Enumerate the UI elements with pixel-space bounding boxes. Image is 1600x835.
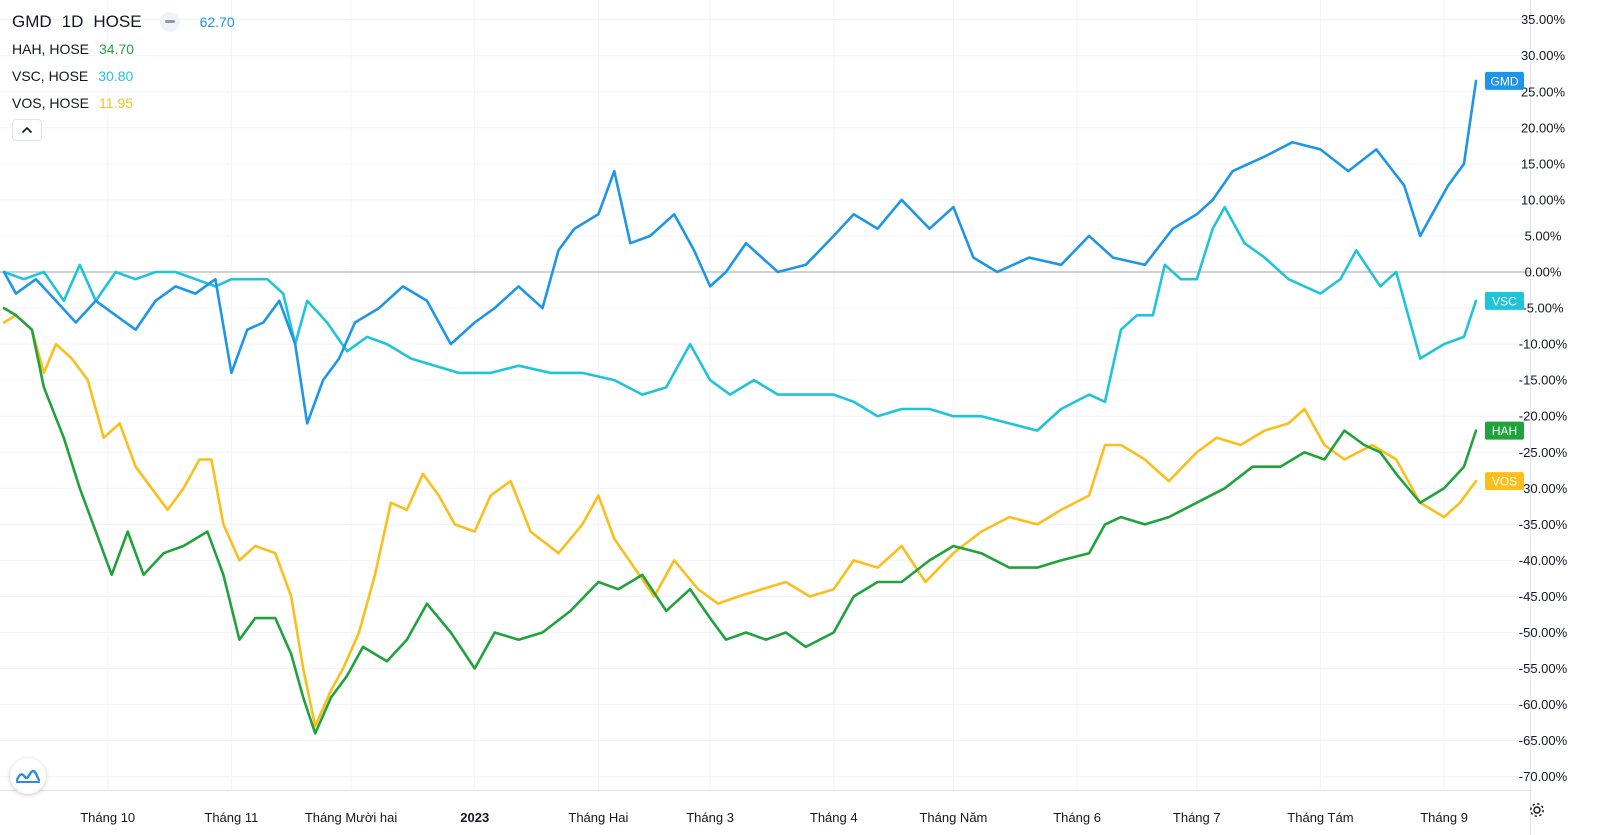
legend-main-row[interactable]: GMD 1D HOSE 62.70 <box>12 8 235 35</box>
legend-exchange: HOSE <box>93 11 142 31</box>
price-tick-label: -70.00% <box>1519 769 1568 784</box>
gear-icon <box>1530 803 1544 817</box>
tradingview-logo-button[interactable] <box>10 758 46 794</box>
tag-label: VSC <box>1492 294 1517 308</box>
series-line-gmd[interactable] <box>2 79 1478 425</box>
price-tick-label: 0.00% <box>1525 265 1562 280</box>
price-tick-label: -10.00% <box>1519 337 1568 352</box>
price-tick-label: 30.00% <box>1521 48 1566 63</box>
series-line-vos[interactable] <box>2 314 1478 728</box>
last-value-tag-gmd: GMD <box>1485 71 1524 90</box>
time-tick-label: Tháng 9 <box>1420 810 1468 825</box>
last-value-tags: GMD VSC HAH VOS <box>1485 71 1524 491</box>
price-tick-label: -50.00% <box>1519 625 1568 640</box>
price-tick-label: -30.00% <box>1519 481 1568 496</box>
legend-main-value: 62.70 <box>199 13 235 30</box>
tradingview-logo-icon <box>16 769 40 783</box>
time-tick-label: Tháng 10 <box>80 810 135 825</box>
time-tick-label: Tháng Tám <box>1287 810 1353 825</box>
price-tick-label: -5.00% <box>1522 301 1564 316</box>
price-tick-label: 25.00% <box>1521 84 1566 99</box>
legend-label: HAH, HOSE <box>12 40 90 57</box>
last-value-tag-vsc: VSC <box>1485 291 1524 310</box>
price-tick-label: -25.00% <box>1519 445 1568 460</box>
legend-row-vsc[interactable]: VSC, HOSE 30.80 <box>12 62 235 89</box>
series-lines <box>2 79 1478 735</box>
legend-interval: 1D <box>61 11 84 31</box>
time-tick-label: Tháng 4 <box>810 810 858 825</box>
tag-background <box>1485 421 1524 440</box>
chevron-up-icon <box>21 126 33 134</box>
tag-background <box>1485 71 1524 90</box>
legend-main-symbol: GMD <box>12 11 52 31</box>
time-axis[interactable]: Tháng 10 Tháng 11 Tháng Mười hai 2023 Tháng … <box>80 810 1468 825</box>
price-tick-label: -35.00% <box>1519 517 1568 532</box>
tag-label: HAH <box>1492 424 1517 438</box>
legend-value: 30.80 <box>98 67 134 84</box>
tag-label: VOS <box>1492 475 1517 489</box>
horizontal-gridlines <box>0 19 1530 778</box>
price-tick-label: 10.00% <box>1521 192 1566 207</box>
price-tick-label: -20.00% <box>1519 409 1568 424</box>
price-axis[interactable]: 35.00% 30.00% 25.00% 20.00% 15.00% 10.00% 5.00… <box>1519 12 1568 784</box>
vertical-gridlines <box>107 0 1445 790</box>
time-tick-label: Tháng 3 <box>686 810 734 825</box>
legend-row-hah[interactable]: HAH, HOSE 34.70 <box>12 35 235 62</box>
price-tick-label: -40.00% <box>1519 553 1568 568</box>
minus-icon[interactable] <box>159 11 180 32</box>
legend-label: VOS, HOSE <box>12 94 90 111</box>
legend-value: 34.70 <box>99 40 135 57</box>
price-tick-label: 20.00% <box>1521 120 1566 135</box>
price-tick-label: 5.00% <box>1525 228 1562 243</box>
legend: GMD 1D HOSE 62.70 HAH, HOSE 34.70 VSC, H… <box>12 8 235 116</box>
tag-background <box>1485 472 1524 491</box>
time-tick-label: Tháng 7 <box>1173 810 1221 825</box>
time-tick-label: 2023 <box>460 810 489 825</box>
settings-button[interactable] <box>1527 800 1547 820</box>
price-tick-label: -15.00% <box>1519 373 1568 388</box>
tag-background <box>1485 291 1524 310</box>
price-tick-label: -55.00% <box>1519 661 1568 676</box>
time-tick-label: Tháng Hai <box>568 810 628 825</box>
legend-label: VSC, HOSE <box>12 67 89 84</box>
legend-collapse-button[interactable] <box>12 119 42 141</box>
legend-value: 11.95 <box>99 94 134 111</box>
price-tick-label: 35.00% <box>1521 12 1566 27</box>
time-tick-label: Tháng Năm <box>919 810 987 825</box>
time-tick-label: Tháng 11 <box>204 810 258 825</box>
last-value-tag-hah: HAH <box>1485 421 1524 440</box>
series-line-vsc[interactable] <box>2 205 1478 432</box>
tag-label: GMD <box>1491 74 1519 88</box>
price-tick-label: -45.00% <box>1519 589 1568 604</box>
time-tick-label: Tháng Mười hai <box>305 810 397 825</box>
price-tick-label: -60.00% <box>1519 697 1568 712</box>
last-value-tag-vos: VOS <box>1485 472 1524 491</box>
legend-row-vos[interactable]: VOS, HOSE 11.95 <box>12 89 235 116</box>
series-line-hah[interactable] <box>2 306 1478 735</box>
time-tick-label: Tháng 6 <box>1053 810 1101 825</box>
price-tick-label: 15.00% <box>1521 156 1566 171</box>
price-tick-label: -65.00% <box>1519 733 1568 748</box>
